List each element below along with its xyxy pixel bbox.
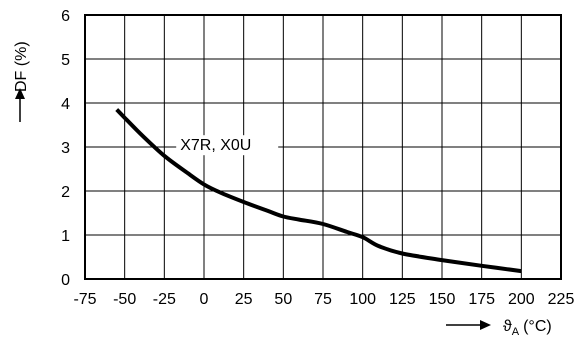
x-tick-label: 50 [274, 291, 292, 308]
y-tick-label: 6 [61, 8, 70, 25]
x-tick-label: -50 [113, 291, 136, 308]
x-tick-label: 225 [548, 291, 575, 308]
series-line [115, 108, 522, 274]
x-tick-label: 25 [235, 291, 253, 308]
x-tick-label: -25 [153, 291, 176, 308]
x-tick-label: 175 [468, 291, 495, 308]
y-tick-labels: 0 1 2 3 4 5 6 [61, 8, 70, 289]
x-axis-symbol: ϑ [503, 318, 512, 335]
x-tick-label: -75 [73, 291, 96, 308]
y-axis-title: DF (%) [13, 41, 30, 92]
x-tick-label: 0 [200, 291, 209, 308]
series-lines [115, 108, 522, 274]
x-axis-unit: (°C) [523, 318, 552, 335]
x-tick-label: 100 [349, 291, 376, 308]
y-tick-label: 1 [61, 228, 70, 245]
x-tick-label: 125 [389, 291, 416, 308]
x-axis-title: ϑA (°C) [503, 318, 552, 337]
x-tick-label: 150 [429, 291, 456, 308]
x-tick-label: 75 [314, 291, 332, 308]
series-labels: X7R, X0U [176, 135, 279, 156]
y-tick-label: 0 [61, 272, 70, 289]
y-axis-title-group: DF (%) [13, 41, 30, 122]
series-label-background [176, 135, 279, 156]
x-axis-title-group: ϑA (°C) [446, 318, 552, 337]
x-tick-label: 200 [508, 291, 535, 308]
x-tick-labels: -75 -50 -25 0 25 50 75 100 125 150 175 200 225 [73, 291, 574, 308]
y-tick-label: 5 [61, 52, 70, 69]
plot-frame [84, 14, 562, 280]
y-tick-label: 3 [61, 140, 70, 157]
series-label: X7R, X0U [180, 137, 251, 154]
y-tick-label: 4 [61, 96, 70, 113]
x-axis-arrow-head [480, 320, 491, 330]
y-axis-arrow-head [15, 88, 25, 99]
x-axis-subscript: A [512, 326, 520, 337]
y-tick-label: 2 [61, 184, 70, 201]
